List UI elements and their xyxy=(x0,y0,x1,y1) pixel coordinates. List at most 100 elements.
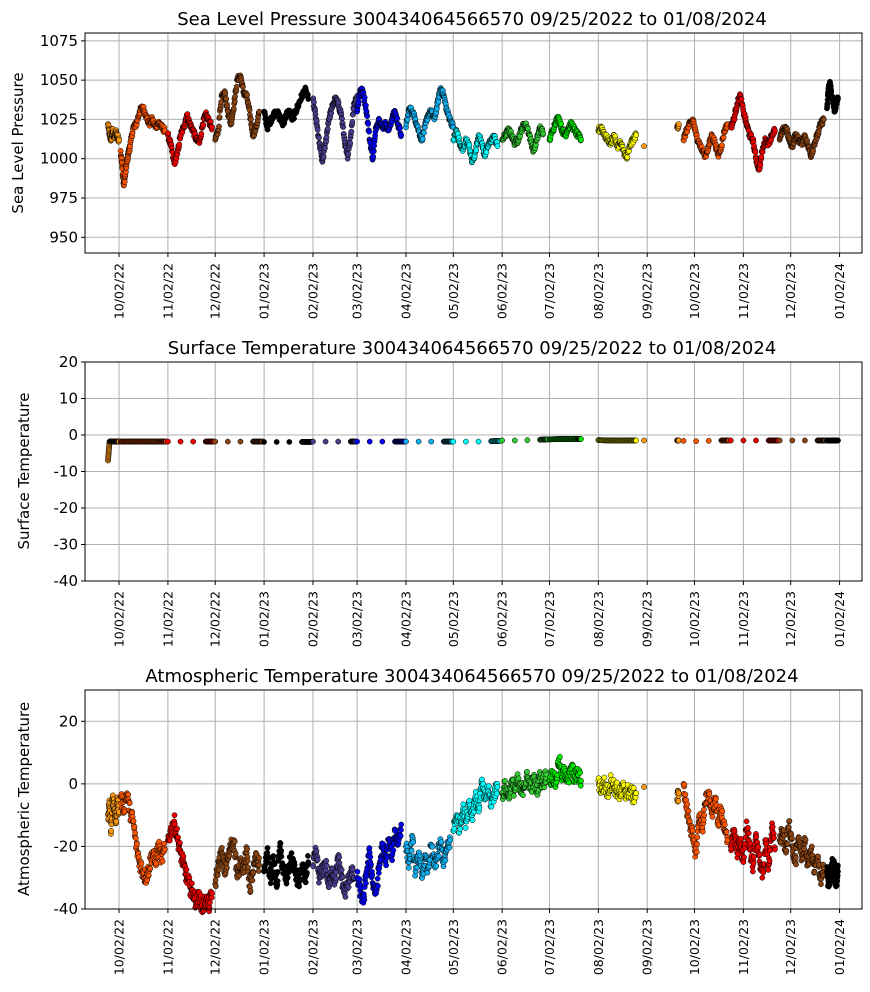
sea-level-pressure-xtick-label-3: 01/02/23 xyxy=(257,263,272,319)
data-point xyxy=(835,868,841,875)
data-point xyxy=(176,141,183,148)
data-point xyxy=(314,126,321,133)
data-point xyxy=(462,825,469,831)
data-point xyxy=(305,853,311,859)
surface-temperature-title: Surface Temperature 300434064566570 09/2… xyxy=(168,338,777,359)
series-jan-2024 xyxy=(824,437,841,444)
data-point xyxy=(680,437,687,444)
data-point xyxy=(745,830,752,836)
data-point xyxy=(369,871,376,878)
data-point xyxy=(486,783,492,789)
sea-level-pressure-ytick-label-4: 1050 xyxy=(40,71,78,89)
data-point xyxy=(364,113,371,119)
data-point xyxy=(212,883,219,890)
data-point xyxy=(333,875,340,882)
surface-temperature-xtick-label-9: 07/02/23 xyxy=(542,591,557,647)
data-point xyxy=(685,808,692,814)
data-point xyxy=(356,876,363,882)
data-point xyxy=(189,880,195,887)
data-point xyxy=(126,800,133,806)
data-point xyxy=(365,121,372,127)
data-point xyxy=(296,883,302,890)
data-point xyxy=(131,824,138,830)
data-point xyxy=(264,845,271,851)
data-point xyxy=(345,884,352,890)
data-point xyxy=(363,102,369,109)
data-point xyxy=(206,905,213,911)
data-point xyxy=(367,854,374,860)
data-point xyxy=(324,126,331,132)
data-point xyxy=(727,437,734,444)
data-point xyxy=(370,153,377,160)
data-point xyxy=(835,96,841,102)
data-point xyxy=(719,808,726,814)
data-point xyxy=(278,847,284,854)
sea-level-pressure-xtick-label-4: 02/02/23 xyxy=(305,263,320,319)
surface-temperature-ytick-label-3: -10 xyxy=(54,463,79,481)
data-point xyxy=(694,834,701,841)
sea-level-pressure-xtick-label-2: 12/02/22 xyxy=(208,263,223,319)
data-point xyxy=(524,437,531,443)
data-point xyxy=(267,880,274,887)
data-point xyxy=(147,865,154,872)
data-point xyxy=(630,785,637,791)
data-point xyxy=(250,869,257,876)
data-point xyxy=(231,98,238,105)
data-point xyxy=(275,869,281,875)
sea-level-pressure-xtick-label-1: 11/02/22 xyxy=(160,263,175,319)
data-point xyxy=(349,119,356,125)
data-point xyxy=(166,837,173,844)
data-point xyxy=(200,121,207,128)
atmospheric-temperature-xtick-label-11: 09/02/23 xyxy=(640,919,655,975)
data-point xyxy=(121,179,128,185)
sea-level-pressure-xtick-label-6: 04/02/23 xyxy=(398,263,413,319)
data-point xyxy=(224,864,230,871)
data-point xyxy=(755,844,762,851)
data-point xyxy=(789,437,796,444)
data-point xyxy=(494,143,501,149)
surface-temperature-xtick-label-14: 12/02/23 xyxy=(783,591,798,647)
data-point xyxy=(694,841,700,847)
data-point xyxy=(283,880,290,887)
data-point xyxy=(224,438,231,445)
atmospheric-temperature-xtick-label-12: 10/02/23 xyxy=(687,919,702,975)
data-point xyxy=(681,781,688,788)
data-point xyxy=(323,862,330,869)
atmospheric-temperature-xtick-label-10: 08/02/23 xyxy=(591,919,606,975)
series-oct-2022 xyxy=(117,438,170,445)
sea-level-pressure-panel: Sea Level Pressure 300434064566570 09/25… xyxy=(9,9,863,319)
data-point xyxy=(438,839,445,846)
surface-temperature-xtick-label-15: 01/02/24 xyxy=(832,591,847,647)
data-point xyxy=(291,115,297,122)
data-point xyxy=(789,835,795,842)
data-point xyxy=(256,855,262,861)
sea-level-pressure-title: Sea Level Pressure 300434064566570 09/25… xyxy=(177,9,767,30)
data-point xyxy=(247,116,254,123)
data-point xyxy=(212,438,219,445)
data-point xyxy=(488,803,495,810)
atmospheric-temperature-xtick-label-8: 06/02/23 xyxy=(495,919,510,975)
data-point xyxy=(403,438,409,445)
sea-level-pressure-xtick-label-7: 05/02/23 xyxy=(446,263,461,319)
surface-temperature-xtick-label-5: 03/02/23 xyxy=(350,591,365,647)
data-point xyxy=(771,835,777,841)
sea-level-pressure-xtick-label-15: 01/02/24 xyxy=(832,263,847,319)
surface-temperature-ytick-label-1: -30 xyxy=(54,536,79,554)
data-point xyxy=(216,866,222,873)
atmospheric-temperature-ytick-label-0: -40 xyxy=(54,900,79,918)
data-point xyxy=(348,128,355,135)
surface-temperature-xtick-label-4: 02/02/23 xyxy=(305,591,320,647)
data-point xyxy=(233,83,240,90)
data-point xyxy=(336,854,342,861)
data-point xyxy=(719,142,725,149)
data-point xyxy=(323,857,330,864)
data-point xyxy=(786,818,793,824)
data-point xyxy=(183,866,190,873)
series-mar-2023 xyxy=(354,85,405,163)
data-point xyxy=(756,852,763,858)
series-aug-2023 xyxy=(595,437,640,444)
data-point xyxy=(398,132,405,138)
sea-level-pressure-xtick-label-13: 11/02/23 xyxy=(736,263,751,319)
series-dec-2022 xyxy=(212,72,263,143)
data-point xyxy=(758,154,765,160)
